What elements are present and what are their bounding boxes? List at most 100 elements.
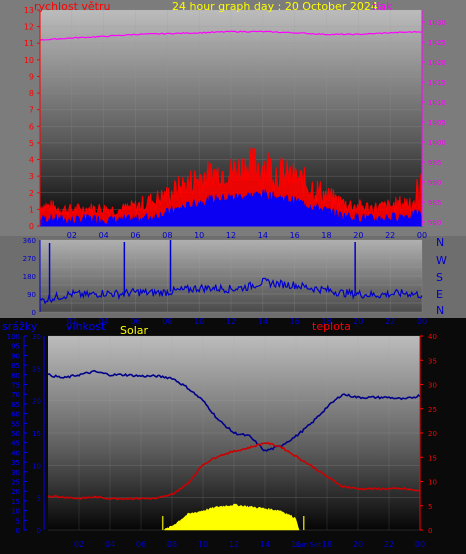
temperature-tick-label: 20 xyxy=(428,430,437,438)
wind-x-axis: 02 04 06 08 10 12 14 16 18 20 22 00 xyxy=(67,231,427,240)
wind-x-tick-label: 20 xyxy=(353,231,363,240)
temperature-tick-label: 30 xyxy=(428,382,437,390)
compass-w: W xyxy=(436,254,447,267)
pressure-tick-label: 1020 xyxy=(428,59,446,67)
rain-tick-label: 75 xyxy=(11,382,20,390)
humidity-tick-label: 25 xyxy=(32,365,41,373)
direction-x-tick-label: 16 xyxy=(290,317,300,326)
pressure-tick-label: 995 xyxy=(428,159,441,167)
lower-x-axis: 02 04 06 08 10 12 14 16 18 20 22 00 Sun Set xyxy=(74,540,425,549)
wind-x-tick-label: 10 xyxy=(194,231,204,240)
rain-tick-label: 50 xyxy=(11,430,20,438)
humidity-tick-label: 0 xyxy=(37,527,41,535)
direction-axis: 0 90 180 270 360 xyxy=(23,237,41,317)
direction-x-tick-label: 02 xyxy=(67,317,77,326)
direction-tick-label: 90 xyxy=(27,291,36,299)
wind-x-tick-label: 22 xyxy=(385,231,395,240)
rain-tick-label: 100 xyxy=(7,333,20,341)
temperature-tick-label: 10 xyxy=(428,479,437,487)
wind-speed-tick-label: 12 xyxy=(24,23,34,32)
wind-speed-tick-label: 10 xyxy=(24,56,34,65)
rain-tick-label: 65 xyxy=(11,401,20,409)
direction-x-tick-label: 12 xyxy=(226,317,236,326)
wind-speed-tick-label: 11 xyxy=(24,39,34,48)
humidity-series xyxy=(47,369,421,452)
humidity-tick-label: 20 xyxy=(32,398,41,406)
humidity-tick-label: 15 xyxy=(32,430,41,438)
lower-x-tick-label: 12 xyxy=(229,540,239,549)
humidity-tick-label: 5 xyxy=(37,495,41,503)
lower-x-tick-label: 10 xyxy=(198,540,208,549)
compass-n-bottom: N xyxy=(436,304,444,317)
temperature-tick-label: 0 xyxy=(428,527,432,535)
wind-speed-tick-label: 3 xyxy=(29,172,34,181)
wind-direction-panel: 0 90 180 270 360 02 04 06 08 10 12 14 16 18 20 22 00 xyxy=(23,237,427,326)
wind-x-tick-label: 00 xyxy=(417,231,427,240)
direction-x-tick-label: 22 xyxy=(385,317,395,326)
wind-speed-tick-label: 0 xyxy=(29,222,34,231)
solar-series xyxy=(163,503,300,531)
wind-series xyxy=(39,30,423,227)
wind-x-tick-label: 14 xyxy=(258,231,268,240)
rain-tick-label: 55 xyxy=(11,420,20,428)
rain-tick-label: 20 xyxy=(11,488,20,496)
temperature-tick-label: 35 xyxy=(428,357,437,365)
rain-tick-label: 95 xyxy=(11,343,20,351)
lower-x-tick-label: 08 xyxy=(167,540,177,549)
wind-speed-tick-label: 9 xyxy=(29,72,34,81)
rain-tick-label: 30 xyxy=(11,469,20,477)
wind-speed-series xyxy=(39,146,423,227)
humidity-axis: 0 5 10 15 20 25 30 xyxy=(32,333,45,535)
wind-x-tick-label: 04 xyxy=(99,231,109,240)
wind-speed-label: rychlost větru xyxy=(34,0,110,13)
direction-grid xyxy=(40,239,423,313)
pressure-tick-label: 1015 xyxy=(428,79,446,87)
rain-tick-label: 85 xyxy=(11,362,20,370)
temperature-tick-label: 25 xyxy=(428,406,437,414)
rain-axis: 0510152025303540455055606570758085909510… xyxy=(7,333,27,535)
rain-tick-label: 35 xyxy=(11,459,20,467)
sun-label: Sun xyxy=(295,541,308,549)
pressure-axis: 980 985 990 995 1000 1005 1010 1015 1020 1025 1030 xyxy=(421,10,446,227)
direction-x-tick-label: 00 xyxy=(417,317,427,326)
pressure-tick-label: 1025 xyxy=(428,39,446,47)
pressure-tick-label: 1000 xyxy=(428,139,446,147)
direction-series xyxy=(39,240,423,305)
direction-tick-label: 0 xyxy=(32,309,36,317)
rain-tick-label: 25 xyxy=(11,479,20,487)
lower-x-tick-label: 04 xyxy=(105,540,115,549)
direction-x-tick-label: 20 xyxy=(353,317,363,326)
humidity-tick-label: 10 xyxy=(32,462,41,470)
lower-x-tick-label: 14 xyxy=(260,540,270,549)
wind-speed-tick-label: 2 xyxy=(29,189,34,198)
wind-speed-tick-label: 8 xyxy=(29,89,34,98)
pressure-tick-label: 1005 xyxy=(428,119,446,127)
direction-x-tick-label: 18 xyxy=(321,317,331,326)
temperature-label: teplota xyxy=(312,320,351,333)
wind-x-tick-label: 18 xyxy=(321,231,331,240)
direction-x-axis: 02 04 06 08 10 12 14 16 18 20 22 00 xyxy=(67,317,427,326)
wind-x-tick-label: 12 xyxy=(226,231,236,240)
temperature-tick-label: 5 xyxy=(428,503,432,511)
compass-labels: N W S E N xyxy=(436,236,447,317)
wind-speed-tick-label: 1 xyxy=(29,205,34,214)
pressure-tick-label: 1010 xyxy=(428,99,446,107)
temperature-series xyxy=(47,441,421,501)
wind-speed-tick-label: 6 xyxy=(29,122,34,131)
lower-grid xyxy=(48,335,421,531)
rain-tick-label: 0 xyxy=(16,527,20,535)
chart-title: 24 hour graph day : 20 October 2024 xyxy=(172,0,378,13)
rain-tick-label: 90 xyxy=(11,352,20,360)
temperature-tick-label: 15 xyxy=(428,454,437,462)
compass-s: S xyxy=(436,271,443,284)
lower-x-tick-label: 02 xyxy=(74,540,84,549)
pressure-tick-label: 1030 xyxy=(428,19,446,27)
rain-tick-label: 60 xyxy=(11,411,20,419)
pressure-series xyxy=(39,30,423,41)
wind-x-tick-label: 06 xyxy=(130,231,140,240)
direction-tick-label: 270 xyxy=(23,255,36,263)
humidity-tick-label: 30 xyxy=(32,333,41,341)
